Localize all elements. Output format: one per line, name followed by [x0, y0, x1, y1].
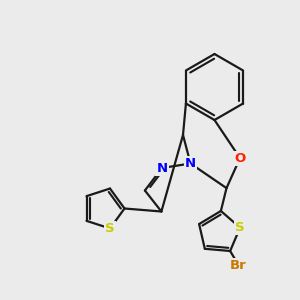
Text: O: O — [234, 152, 246, 165]
Text: S: S — [235, 221, 245, 234]
Text: Br: Br — [230, 259, 247, 272]
Text: S: S — [105, 222, 115, 235]
Text: N: N — [185, 157, 196, 170]
Text: N: N — [156, 161, 168, 175]
